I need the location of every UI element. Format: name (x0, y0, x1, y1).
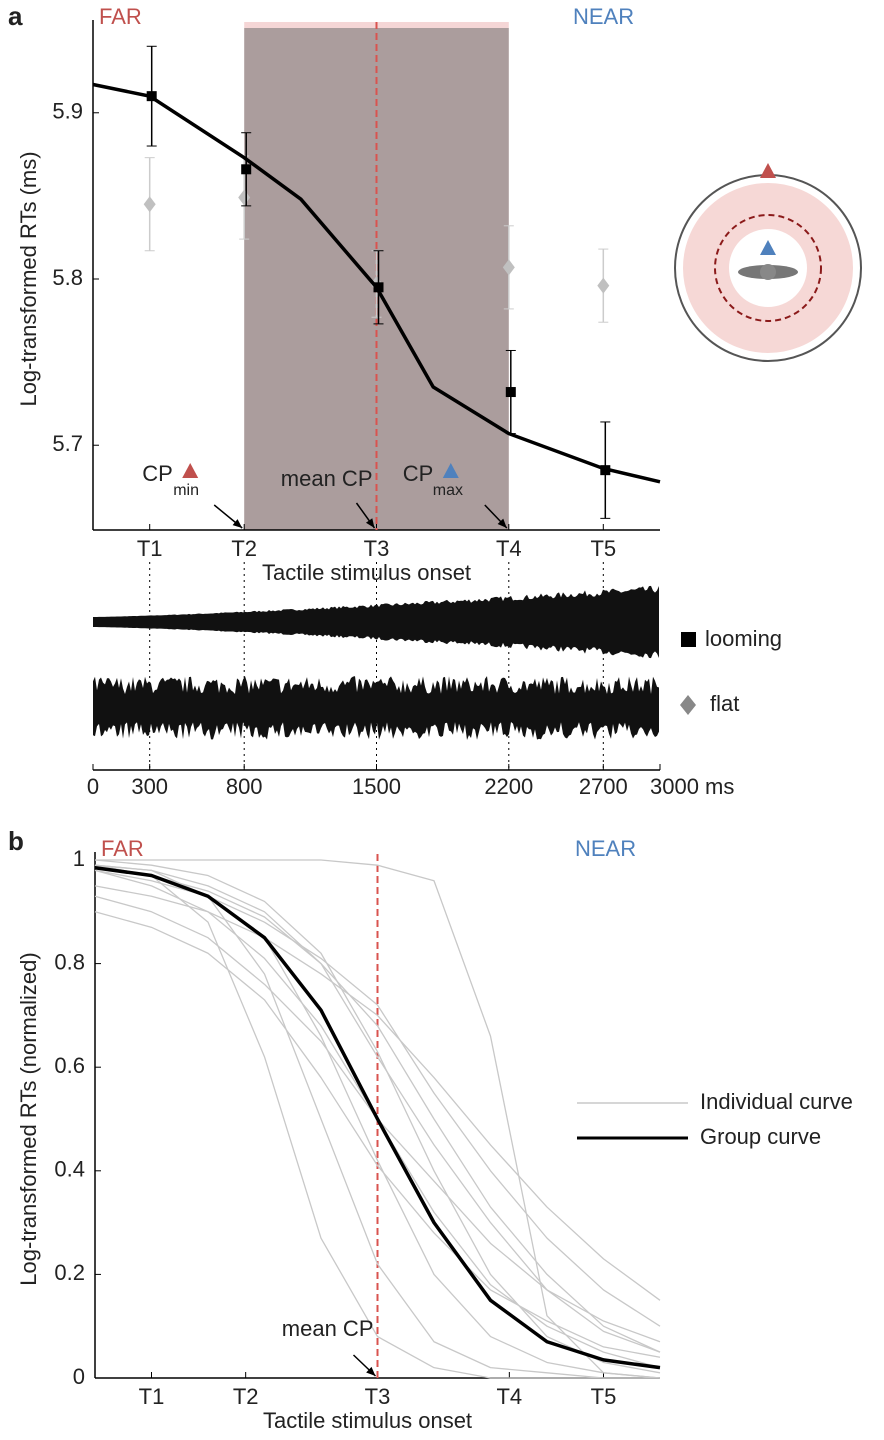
x-tick-label: 2200 (484, 774, 533, 799)
x-tick-label: T2 (231, 536, 257, 561)
cp-label: CP (142, 461, 173, 486)
fit-curve (92, 82, 661, 484)
far-label: FAR (101, 836, 144, 861)
legend-label: Individual curve (700, 1089, 853, 1114)
point (502, 259, 515, 276)
far-label: FAR (99, 4, 142, 29)
y-tick-label: 0.8 (54, 949, 85, 974)
arrow-head (232, 519, 243, 528)
y-tick-label: 1 (73, 846, 85, 871)
x-tick-label: 0 (87, 774, 99, 799)
x-tick-label: T3 (364, 536, 390, 561)
flat-waveform (93, 676, 659, 740)
x-axis-label: Tactile stimulus onset (262, 560, 471, 585)
legend-label: looming (705, 626, 782, 651)
cp-sub: min (173, 482, 199, 499)
mean-cp-label: mean CP (282, 1316, 374, 1341)
looming-waveform (93, 585, 659, 659)
panel-label: a (8, 1, 23, 31)
y-tick-label: 0.4 (54, 1157, 85, 1182)
individual-curve (94, 885, 661, 1301)
legend-marker (680, 695, 696, 715)
legend-label: flat (710, 691, 739, 716)
cp-min-marker (182, 463, 199, 478)
x-tick-label: T4 (496, 1384, 522, 1409)
x-tick-label: 800 (226, 774, 263, 799)
arrow-head (497, 518, 507, 528)
x-tick-label: T2 (233, 1384, 259, 1409)
cp-sub: max (433, 482, 463, 499)
arrow-head (366, 1366, 376, 1376)
x-tick-label: T5 (590, 536, 616, 561)
x-tick-label: 300 (131, 774, 168, 799)
cp-label: CP (403, 461, 434, 486)
legend-label: Group curve (700, 1124, 821, 1149)
x-tick-label: T1 (137, 536, 163, 561)
near-label: NEAR (573, 4, 634, 29)
y-tick-label: 0 (73, 1364, 85, 1389)
y-tick-label: 5.9 (52, 99, 83, 124)
x-tick-label: 1500 (352, 774, 401, 799)
individual-curve (95, 859, 661, 1379)
mean-cp-label: mean CP (281, 466, 373, 491)
space-diagram (674, 163, 862, 362)
point (597, 277, 610, 294)
panel-label: b (8, 826, 24, 856)
individual-curve (94, 864, 661, 1353)
x-tick-label: 2700 (579, 774, 628, 799)
arrow-head (365, 518, 375, 528)
individual-curve (94, 859, 661, 1374)
individual-curve (94, 911, 661, 1358)
y-tick-label: 0.2 (54, 1260, 85, 1285)
individual-curve (94, 864, 661, 1353)
x-tick-label: T1 (139, 1384, 165, 1409)
legend-marker (681, 632, 696, 647)
x-tick-label: 3000 ms (650, 774, 734, 799)
x-tick-label: T3 (365, 1384, 391, 1409)
point (241, 164, 252, 175)
x-tick-label: T5 (591, 1384, 617, 1409)
y-axis-label: Log-transformed RTs (normalized) (16, 952, 41, 1285)
group-curve (94, 866, 661, 1370)
y-tick-label: 0.6 (54, 1053, 85, 1078)
cp-max-marker (442, 463, 459, 478)
y-tick-label: 5.8 (52, 265, 83, 290)
y-axis-label: Log-transformed RTs (ms) (16, 151, 41, 406)
x-axis-label: Tactile stimulus onset (263, 1408, 472, 1433)
y-tick-label: 5.7 (52, 431, 83, 456)
near-label: NEAR (575, 836, 636, 861)
point (143, 196, 156, 213)
point (238, 189, 251, 206)
point (505, 387, 516, 398)
x-tick-label: T4 (496, 536, 522, 561)
